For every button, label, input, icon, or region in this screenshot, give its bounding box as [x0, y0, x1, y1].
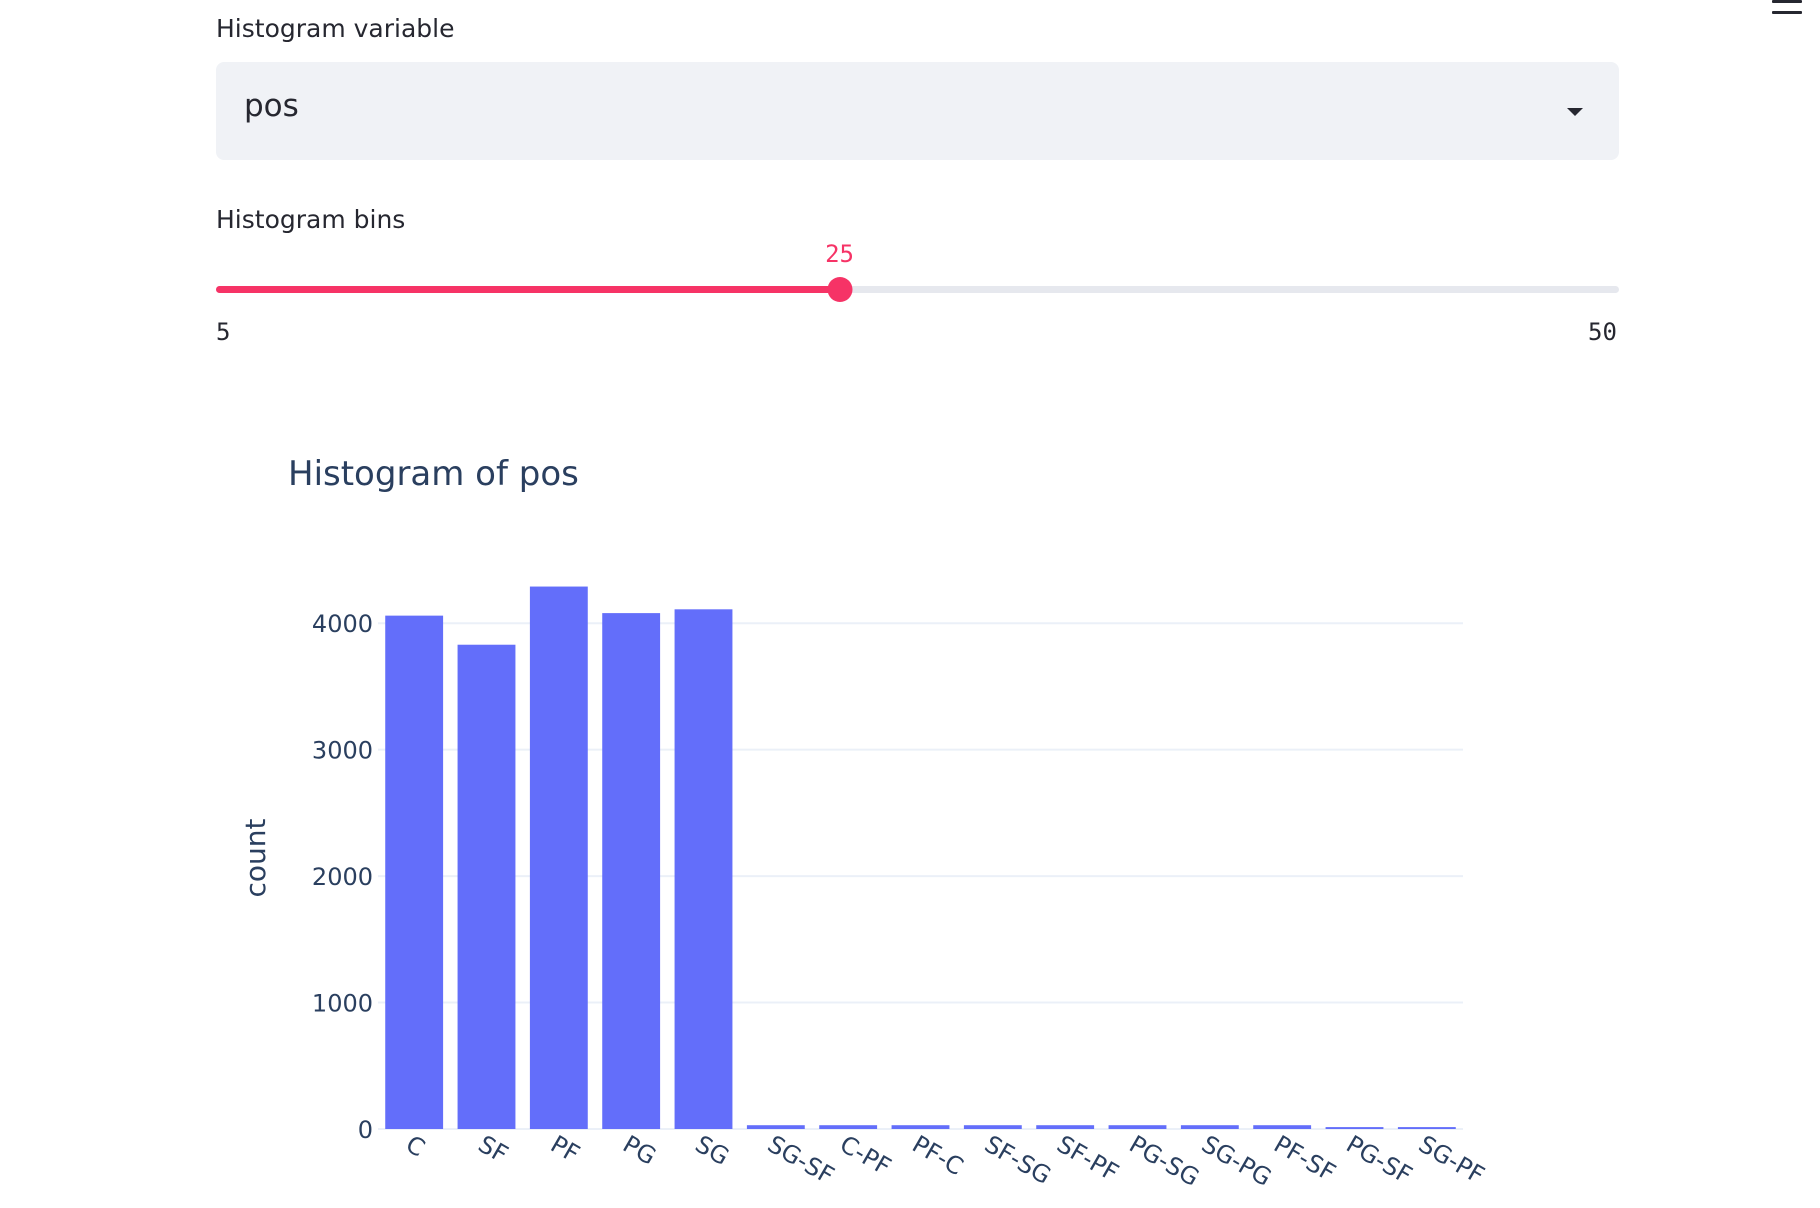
x-tick-label: SF-PF [1052, 1130, 1123, 1187]
histogram-bins-label: Histogram bins [216, 205, 406, 234]
x-tick-label: PG [618, 1130, 661, 1171]
y-tick-label: 4000 [312, 610, 373, 638]
histogram-bins-slider[interactable] [216, 277, 1619, 302]
x-tick-label: SG-PG [1197, 1130, 1276, 1192]
x-tick-label: PF-C [908, 1130, 969, 1181]
x-tick-label: C-PF [835, 1130, 896, 1181]
caret-down-icon[interactable] [1567, 108, 1583, 116]
bar [674, 609, 733, 1129]
bar [1253, 1125, 1312, 1129]
histogram-variable-select[interactable]: pos [216, 62, 1619, 160]
slider-thumb[interactable] [827, 277, 853, 302]
bars [385, 586, 1456, 1129]
bar [385, 615, 444, 1129]
bar [602, 613, 661, 1129]
x-tick-label: PG-SG [1125, 1130, 1204, 1192]
y-tick-label: 0 [358, 1116, 373, 1144]
bar [1108, 1125, 1167, 1129]
chart-title: Histogram of pos [288, 454, 579, 494]
x-tick-label: PF-SF [1269, 1130, 1340, 1187]
histogram-variable-selected-value: pos [244, 88, 299, 124]
histogram-variable-label: Histogram variable [216, 14, 455, 43]
x-tick-label: SG-SF [763, 1130, 839, 1190]
bar [819, 1125, 878, 1129]
x-tick-label: PG-SF [1342, 1130, 1417, 1190]
x-tick-label: SG [691, 1130, 734, 1171]
y-axis-ticks: 0 1000 2000 3000 4000 [312, 610, 373, 1144]
bar [891, 1125, 950, 1129]
x-tick-label: SF [474, 1130, 513, 1169]
y-tick-label: 3000 [312, 737, 373, 765]
bar [1397, 1127, 1456, 1129]
histogram-bins-min-label: 5 [216, 318, 231, 346]
slider-track[interactable] [216, 286, 1619, 293]
bar [1180, 1125, 1239, 1129]
y-axis-title: count [239, 818, 272, 897]
x-tick-label: SG-PF [1414, 1130, 1489, 1190]
bar [529, 586, 588, 1129]
bar [1036, 1125, 1095, 1129]
histogram-bins-current-value: 25 [825, 240, 854, 268]
y-tick-label: 2000 [312, 863, 373, 891]
bar [963, 1125, 1022, 1129]
x-tick-label: SF-SG [980, 1130, 1056, 1190]
x-tick-label: PF [546, 1130, 584, 1168]
bar [457, 644, 516, 1129]
slider-fill [216, 286, 840, 293]
histogram-bins-max-label: 50 [1588, 318, 1617, 346]
x-tick-label: C [401, 1130, 430, 1163]
bar [746, 1125, 805, 1129]
hamburger-menu-icon[interactable] [1772, 0, 1802, 16]
bar [1325, 1127, 1384, 1129]
y-tick-label: 1000 [312, 990, 373, 1018]
